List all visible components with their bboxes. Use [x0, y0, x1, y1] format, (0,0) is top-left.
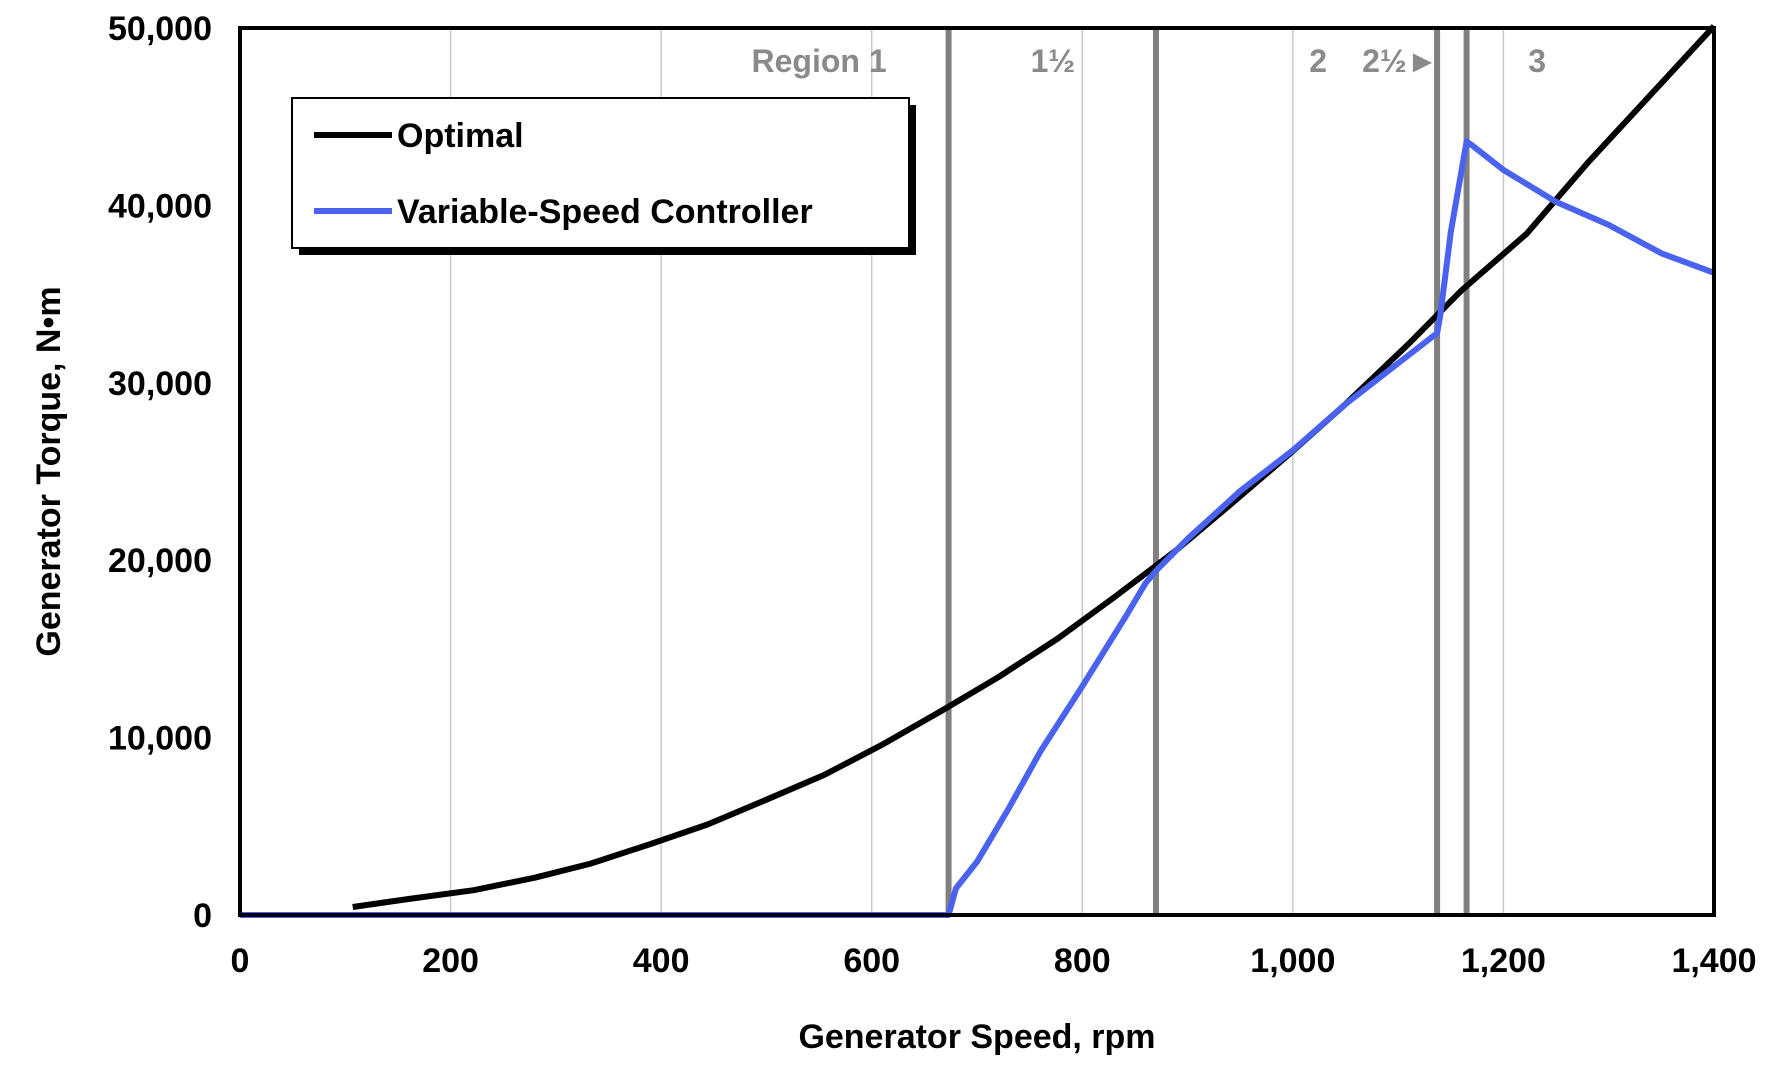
- y-axis-title: Generator Torque, N•m: [30, 286, 68, 656]
- region-label-1: Region 1: [752, 43, 887, 79]
- plot-area-frame: [238, 26, 1716, 917]
- x-tick-label-6: 1,200: [1461, 942, 1546, 980]
- region-label-4: 2½►: [1362, 43, 1438, 79]
- x-tick-label-1: 200: [422, 942, 479, 980]
- y-tick-label-0: 0: [193, 897, 212, 935]
- y-tick-label-3: 30,000: [108, 365, 212, 403]
- y-tick-label-5: 50,000: [108, 10, 212, 48]
- x-axis-ticks: 0 200 400 600 800 1,000 1,200 1,400: [231, 942, 1757, 980]
- series-layer: [240, 24, 1717, 918]
- region-boundary-lines: [945, 28, 1470, 915]
- region-labels: Region 1 1½ 2 2½► 3: [752, 43, 1547, 79]
- region-label-2: 1½: [1031, 43, 1075, 79]
- legend-box: [291, 97, 910, 249]
- x-tick-label-5: 1,000: [1250, 942, 1335, 980]
- y-tick-label-2: 20,000: [108, 542, 212, 580]
- series-line-optimal: [352, 24, 1717, 910]
- legend-label-optimal: Optimal: [397, 117, 524, 155]
- y-tick-label-4: 40,000: [108, 187, 212, 225]
- x-tick-label-2: 400: [633, 942, 690, 980]
- series-line-variable-speed-controller: [240, 138, 1716, 918]
- x-tick-label-4: 800: [1054, 942, 1111, 980]
- y-tick-label-1: 10,000: [108, 720, 212, 758]
- x-tick-label-3: 600: [843, 942, 900, 980]
- x-tick-label-7: 1,400: [1671, 942, 1756, 980]
- region-label-5: 3: [1528, 43, 1546, 79]
- y-axis-ticks: 0 10,000 20,000 30,000 40,000 50,000: [108, 10, 212, 935]
- x-axis-title: Generator Speed, rpm: [798, 1018, 1155, 1056]
- legend: Optimal Variable-Speed Controller: [291, 97, 916, 255]
- legend-label-variable-speed-controller: Variable-Speed Controller: [397, 193, 813, 231]
- x-tick-label-0: 0: [231, 942, 250, 980]
- region-label-3: 2: [1309, 43, 1327, 79]
